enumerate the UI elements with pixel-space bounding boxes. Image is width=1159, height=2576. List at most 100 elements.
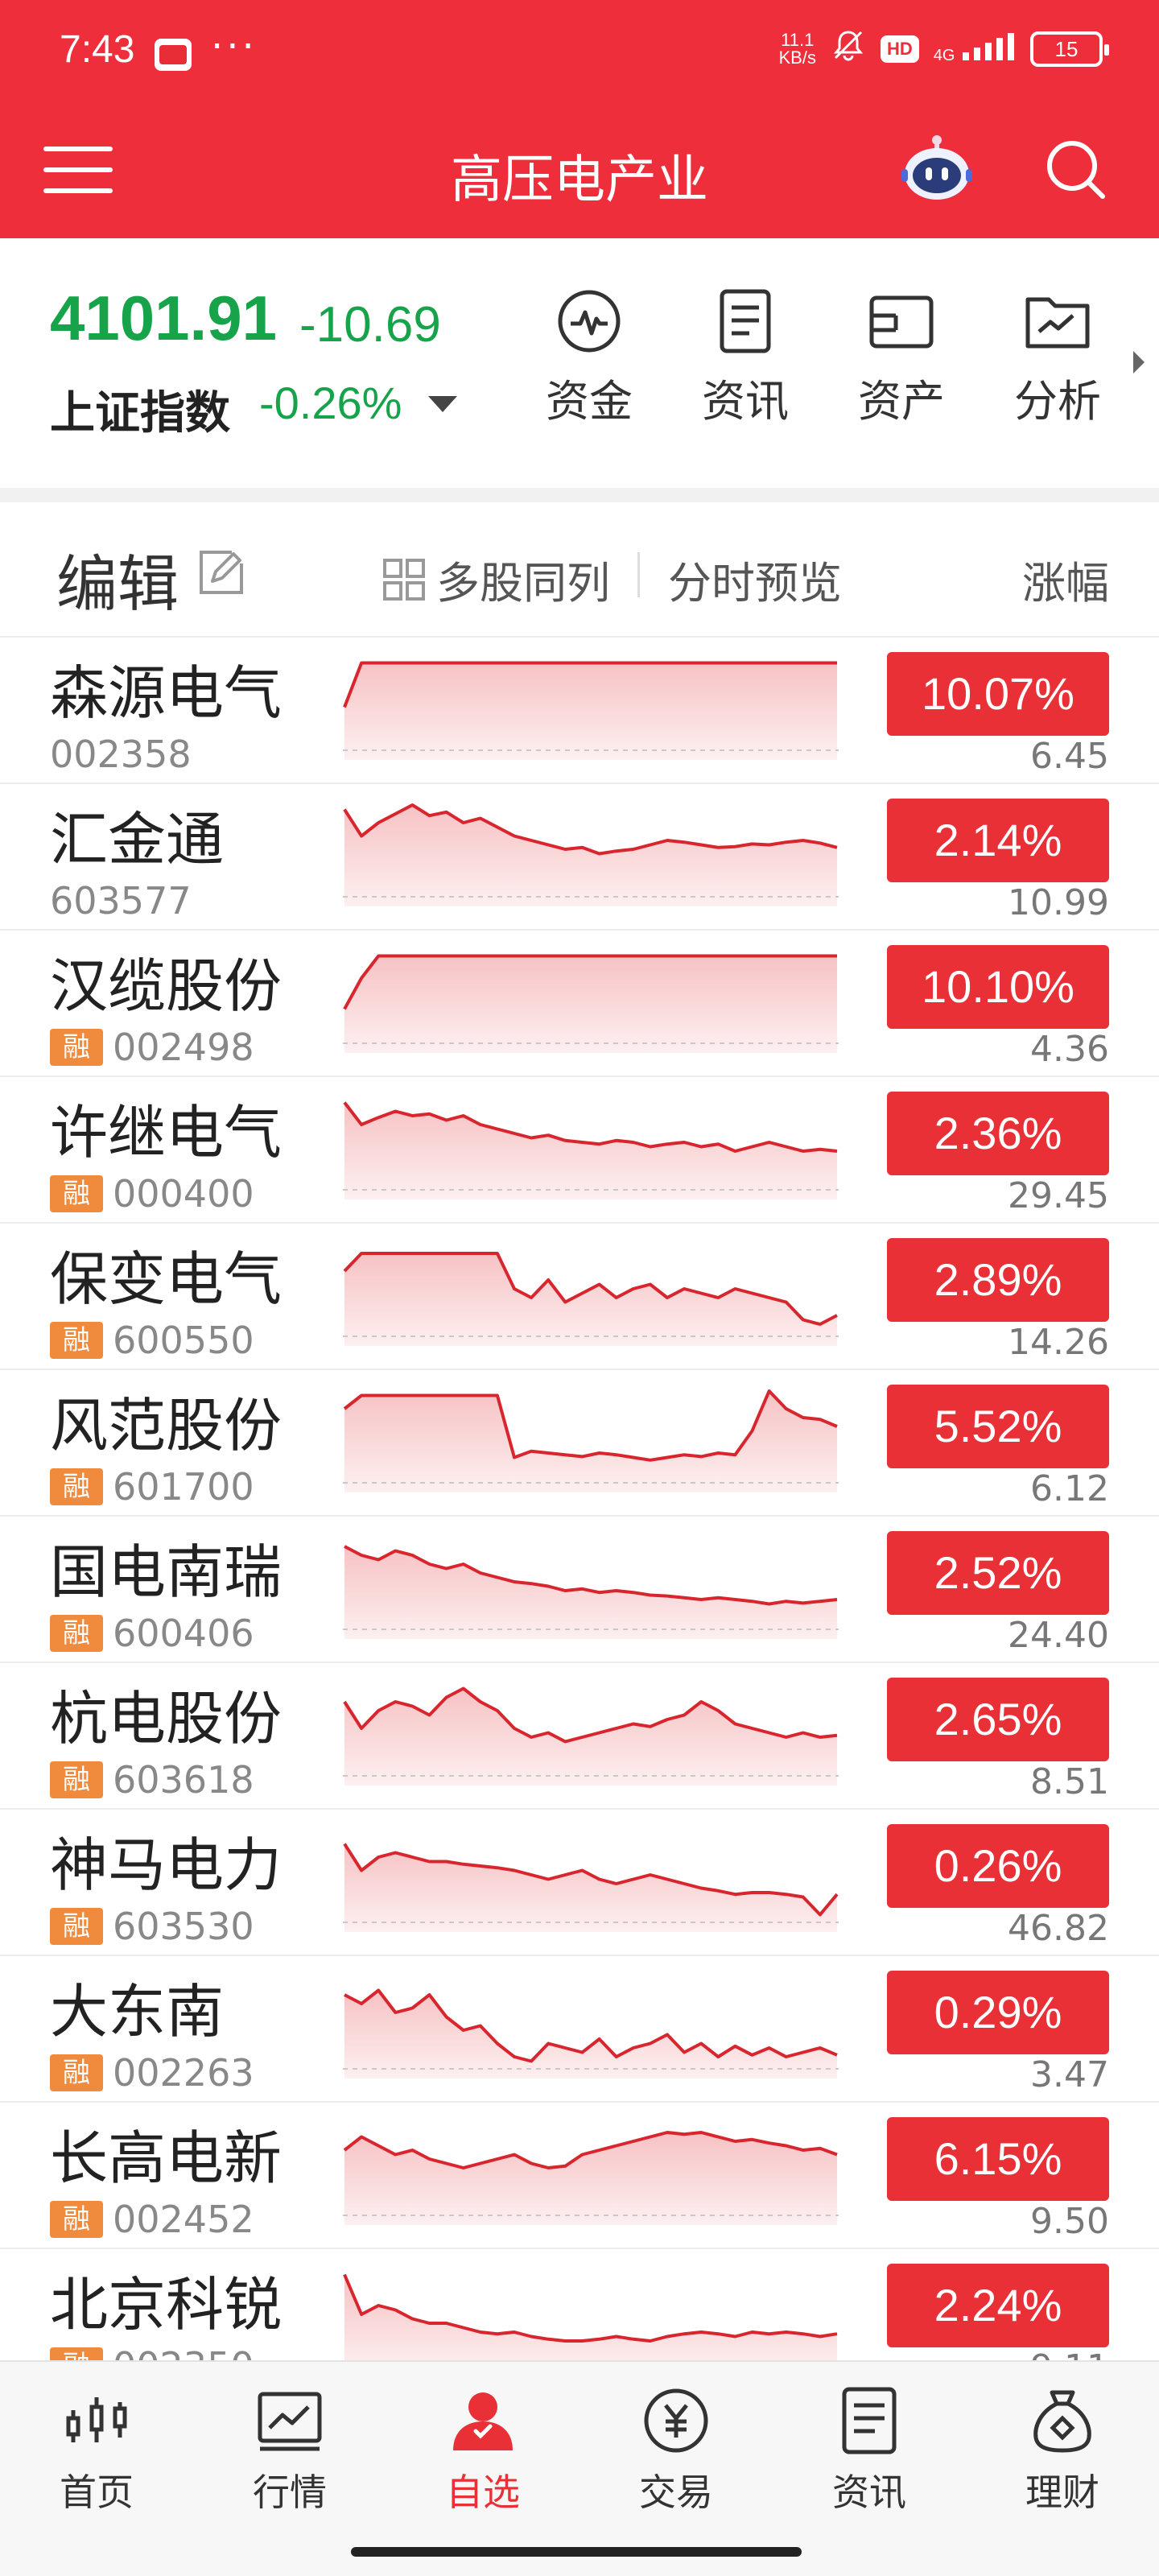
change-percent-badge[interactable]: 10.10% — [887, 945, 1109, 1029]
nav-news[interactable]: 资讯 — [789, 2386, 950, 2516]
intraday-sparkline — [343, 1101, 839, 1199]
intraday-sparkline — [343, 1988, 839, 2079]
sparkline-line — [343, 1252, 838, 1326]
more-actions-arrow-icon[interactable] — [1133, 351, 1145, 374]
index-dropdown-icon[interactable] — [428, 396, 457, 412]
sparkline-line — [343, 803, 838, 856]
bottom-nav: 首页 行情 自选 交易 资讯 理财 — [0, 2360, 1159, 2576]
edit-button[interactable]: 编辑 — [56, 548, 179, 620]
change-percent-badge[interactable]: 2.52% — [887, 1531, 1109, 1615]
index-percent: -0.26% — [259, 378, 402, 428]
quick-action-funds[interactable]: 资金 — [525, 287, 654, 429]
stock-code-group: 融 002498 — [50, 1026, 254, 1069]
change-percent-badge[interactable]: 2.36% — [887, 1092, 1109, 1175]
stock-name: 神马电力 — [50, 1831, 283, 1899]
sort-change-button[interactable]: 涨幅 — [1022, 558, 1109, 609]
stock-name: 杭电股份 — [50, 1685, 283, 1752]
intraday-sparkline — [343, 803, 839, 906]
status-time: 7:43 — [60, 28, 135, 71]
nav-trade[interactable]: 交易 — [596, 2386, 757, 2516]
stock-name: 汇金通 — [50, 806, 225, 873]
change-percent-badge[interactable]: 0.26% — [887, 1824, 1109, 1908]
margin-badge: 融 — [50, 1908, 103, 1945]
menu-icon[interactable] — [43, 147, 113, 195]
stock-row[interactable]: 长高电新融 002452 6.15% 9.50 — [0, 2103, 1159, 2249]
nav-wealth[interactable]: 理财 — [982, 2386, 1143, 2516]
multi-stock-label: 多股同列 — [436, 558, 610, 609]
nav-home[interactable]: 首页 — [16, 2386, 177, 2516]
stock-price: 46.82 — [1008, 1908, 1109, 1949]
stock-code-group: 002358 — [50, 733, 192, 776]
stock-code: 002498 — [113, 1026, 254, 1069]
nav-market[interactable]: 行情 — [209, 2386, 370, 2516]
stock-name: 许继电气 — [50, 1099, 283, 1166]
change-percent-badge[interactable]: 0.29% — [887, 1971, 1109, 2054]
stock-code: 002263 — [113, 2051, 254, 2095]
quick-action-analysis[interactable]: 分析 — [993, 287, 1122, 429]
change-percent-badge[interactable]: 2.89% — [887, 1238, 1109, 1322]
pencil-icon[interactable] — [196, 547, 246, 597]
net-speed-value: 11.1 — [781, 30, 815, 50]
stock-row[interactable]: 汇金通 603577 2.14% 10.99 — [0, 784, 1159, 931]
stock-row[interactable]: 国电南瑞融 600406 2.52% 24.40 — [0, 1517, 1159, 1663]
stock-code-group: 603577 — [50, 879, 192, 923]
quick-action-assets[interactable]: 资产 — [837, 287, 966, 429]
index-name: 上证指数 — [50, 387, 230, 440]
stock-row[interactable]: 大东南融 002263 0.29% 3.47 — [0, 1956, 1159, 2103]
index-value: 4101.91 — [50, 283, 277, 353]
change-percent-badge[interactable]: 10.07% — [887, 652, 1109, 736]
stock-price: 24.40 — [1008, 1615, 1109, 1656]
sparkline-line — [344, 1545, 838, 1606]
more-notifications-icon: ··· — [211, 24, 258, 69]
intraday-sparkline — [343, 1843, 839, 1932]
change-percent-badge[interactable]: 6.15% — [887, 2117, 1109, 2201]
toolbar-divider — [637, 552, 640, 597]
status-bar: 7:43 ··· 11.1 KB/s HD 4G 15 — [0, 0, 1159, 105]
stock-row[interactable]: 神马电力融 603530 0.26% 46.82 — [0, 1810, 1159, 1956]
app-header-background: 7:43 ··· 11.1 KB/s HD 4G 15 高压电产业 — [0, 0, 1159, 238]
stock-list[interactable]: 森源电气 002358 10.07% 6.45 汇金通 603577 2.14% 10.99 汉… — [0, 638, 1159, 2360]
page-title: 高压电产业 — [451, 151, 708, 210]
intraday-sparkline — [343, 2273, 838, 2360]
sparkline-line — [343, 1389, 838, 1462]
stock-row[interactable]: 森源电气 002358 10.07% 6.45 — [0, 638, 1159, 784]
nav-watchlist[interactable]: 自选 — [402, 2386, 563, 2516]
watchlist-toolbar: 编辑 多股同列 分时预览 涨幅 — [0, 502, 1159, 638]
margin-badge: 融 — [50, 1029, 103, 1066]
multi-stock-button[interactable]: 多股同列 — [382, 547, 610, 611]
net-speed: 11.1 KB/s — [779, 31, 816, 67]
index-panel[interactable]: 4101.91 -10.69 上证指数 -0.26% 资金 资讯 资产 分析 — [0, 238, 1159, 488]
stock-name: 国电南瑞 — [50, 1538, 283, 1606]
robot-assistant-icon[interactable] — [900, 135, 974, 201]
stock-code: 603530 — [113, 1905, 254, 1948]
search-icon[interactable] — [1043, 137, 1107, 201]
net-speed-unit: KB/s — [778, 47, 816, 68]
stock-price: 29.45 — [1008, 1175, 1109, 1216]
stock-code: 603618 — [113, 1758, 254, 1802]
stock-row[interactable]: 北京科锐融 002350 2.24%9.11 — [0, 2249, 1159, 2360]
sparkline-line — [343, 1686, 838, 1744]
stock-name: 北京科锐 — [50, 2271, 283, 2339]
stock-price: 14.26 — [1008, 1322, 1109, 1363]
stock-code: 002358 — [50, 733, 192, 776]
change-percent-badge[interactable]: 2.14% — [887, 799, 1109, 882]
sparkline-area — [344, 1253, 837, 1346]
stock-price: 9.50 — [1030, 2201, 1109, 2242]
gesture-bar[interactable] — [351, 2547, 802, 2557]
margin-badge: 融 — [50, 2054, 103, 2091]
stock-row[interactable]: 保变电气融 600550 2.89% 14.26 — [0, 1224, 1159, 1370]
stock-row[interactable]: 许继电气融 000400 2.36% 29.45 — [0, 1077, 1159, 1224]
quick-action-news[interactable]: 资讯 — [681, 287, 810, 429]
signal-icon: 4G — [934, 33, 1016, 65]
user-star-icon — [453, 2392, 513, 2450]
change-percent-badge[interactable]: 2.65% — [887, 1678, 1109, 1761]
intraday-preview-button[interactable]: 分时预览 — [668, 558, 842, 609]
battery-level: 15 — [1054, 36, 1079, 61]
stock-row[interactable]: 杭电股份融 603618 2.65% 8.51 — [0, 1663, 1159, 1810]
home-candle-icon — [66, 2397, 127, 2442]
signal-label: 4G — [933, 47, 955, 64]
change-percent-badge[interactable]: 2.24% — [887, 2264, 1109, 2347]
stock-row[interactable]: 汉缆股份融 002498 10.10% 4.36 — [0, 931, 1159, 1077]
change-percent-badge[interactable]: 5.52% — [887, 1385, 1109, 1468]
stock-row[interactable]: 风范股份融 601700 5.52% 6.12 — [0, 1370, 1159, 1517]
